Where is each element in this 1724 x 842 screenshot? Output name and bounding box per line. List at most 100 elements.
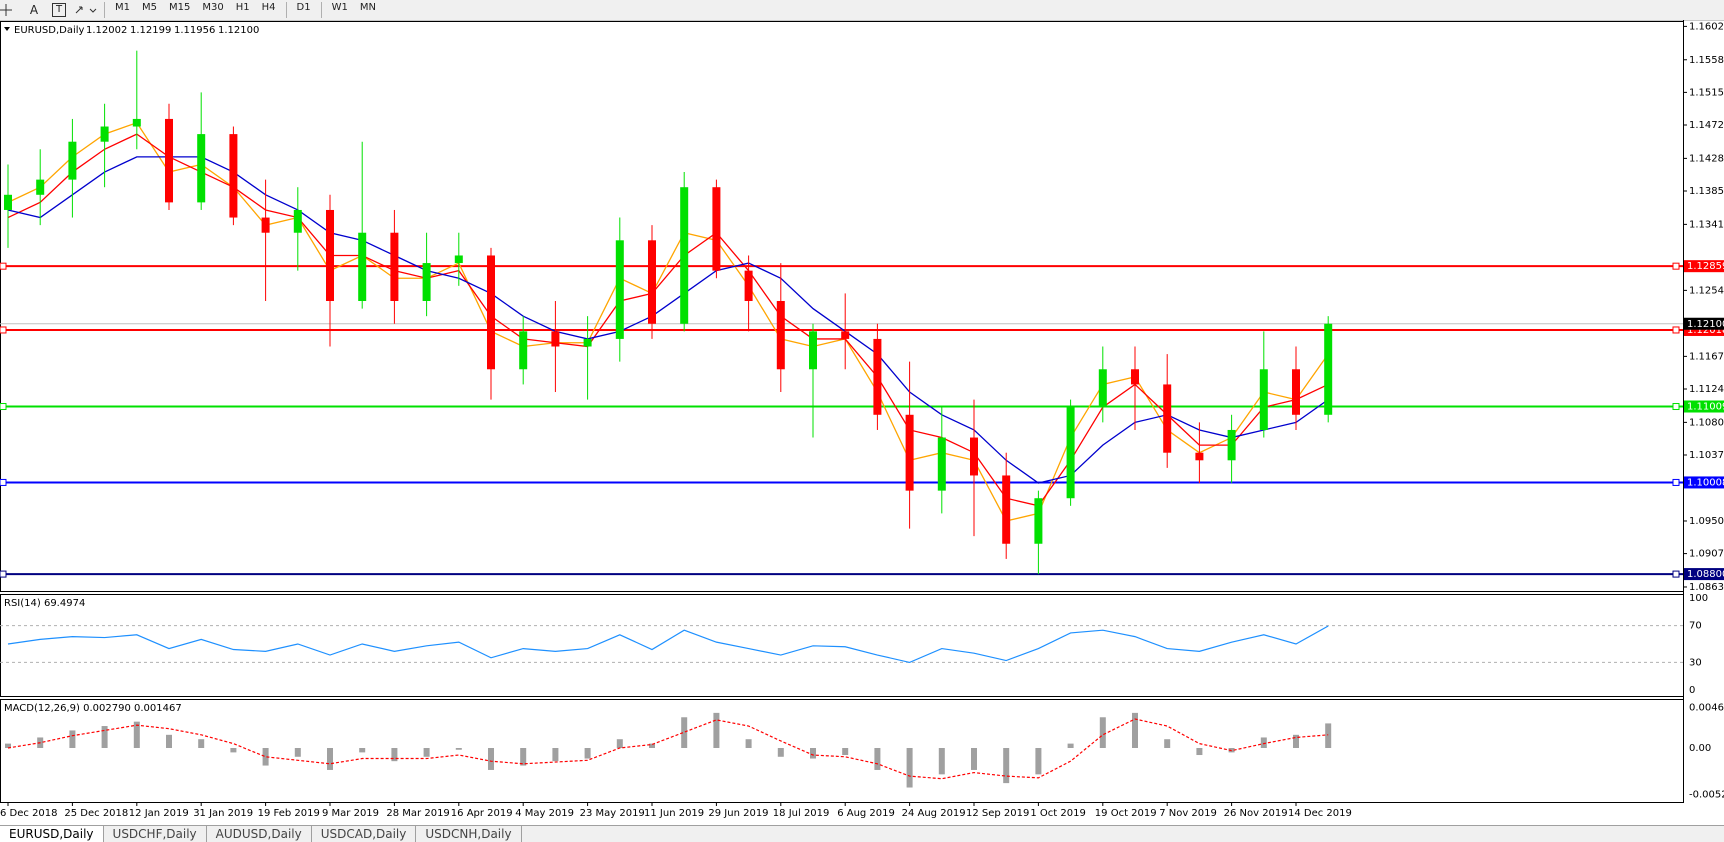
candle-body	[422, 263, 431, 301]
last-price-box	[1684, 317, 1724, 330]
symbol-tab[interactable]: EURUSD,Daily	[0, 826, 104, 842]
candle-body	[776, 300, 785, 370]
macd-bar	[391, 747, 398, 762]
timeframe-button[interactable]: D1	[296, 2, 311, 13]
candle-body	[519, 331, 528, 370]
level-handle	[0, 570, 7, 578]
ohlc-info: 1.12199	[130, 25, 171, 36]
candle-body	[487, 255, 495, 370]
timeframe-button[interactable]: H1	[235, 2, 250, 13]
symbol-tab[interactable]: USDCHF,Daily	[104, 826, 207, 842]
macd-bar	[745, 739, 752, 748]
candle-body	[937, 437, 946, 491]
x-tick-label: 31 Jan 2019	[193, 808, 253, 819]
macd-bar	[1035, 747, 1042, 775]
label-tool[interactable]: T	[52, 3, 66, 17]
cursor-icon[interactable]	[0, 1, 22, 19]
macd-bar	[69, 730, 76, 748]
candle-body	[132, 118, 141, 127]
arrows-menu[interactable]	[72, 1, 100, 19]
panel-title: RSI(14) 69.4974	[4, 598, 85, 609]
candle-body	[809, 331, 817, 370]
level-handle	[0, 403, 7, 411]
last-price-label: 1.12100	[1687, 319, 1724, 330]
x-tick-label: 18 Jul 2019	[773, 808, 830, 819]
y-tick-label: 1.15150	[1689, 87, 1724, 98]
signal-line	[7, 718, 1329, 780]
level-handle	[0, 262, 7, 270]
timeframe-button[interactable]: MN	[359, 2, 376, 13]
macd-bar	[262, 747, 269, 766]
candle-body	[905, 414, 914, 491]
timeframe-button[interactable]: M15	[169, 2, 191, 13]
x-tick-label: 16 Apr 2019	[451, 808, 513, 819]
text-tool[interactable]: A	[29, 3, 39, 17]
macd-bar	[520, 747, 527, 766]
macd-bar	[938, 747, 945, 775]
timeframe-button[interactable]: W1	[331, 2, 348, 13]
macd-bar	[810, 747, 816, 759]
macd-bar	[166, 734, 172, 748]
symbol-tab[interactable]: USDCAD,Daily	[312, 826, 417, 842]
timeframe-button[interactable]: M5	[142, 2, 157, 13]
candle-body	[1034, 498, 1043, 544]
timeframe-button[interactable]: H4	[261, 2, 276, 13]
macd-bar	[1132, 712, 1138, 748]
candle-body	[293, 209, 302, 233]
macd-bar	[1067, 743, 1074, 748]
level-label: 1.12018	[1687, 325, 1724, 336]
macd-bar	[649, 743, 655, 748]
timeframe-button[interactable]: M30	[202, 2, 224, 13]
y-tick-label: 1.16020	[1689, 21, 1724, 32]
y-tick-label: 1.09070	[1689, 549, 1724, 560]
symbol-tab[interactable]: USDCNH,Daily	[416, 826, 522, 842]
macd-bar	[777, 747, 784, 757]
candle-body	[1066, 407, 1075, 499]
y-tick-label: 1.08630	[1689, 582, 1724, 593]
x-tick-label: 12 Sep 2019	[966, 808, 1029, 819]
level-handle	[1672, 570, 1680, 578]
y-tick-label: 1.14720	[1689, 120, 1724, 131]
macd-bar	[1164, 739, 1171, 748]
candle-body	[1163, 384, 1172, 453]
candle-body	[358, 232, 367, 301]
moving-average	[7, 133, 1329, 507]
level-handle	[0, 326, 7, 334]
candle-body	[551, 331, 560, 347]
candle-body	[261, 217, 270, 233]
x-tick-label: 12 Jan 2019	[129, 808, 189, 819]
x-tick-label: 1 Oct 2019	[1030, 808, 1085, 819]
candle-body	[326, 209, 334, 301]
moving-average	[7, 156, 1329, 484]
candle-body	[229, 134, 238, 218]
x-tick-label: 24 Aug 2019	[902, 808, 966, 819]
x-tick-label: 7 Nov 2019	[1159, 808, 1217, 819]
macd-bar	[1260, 737, 1267, 748]
level-label-box	[1684, 260, 1724, 273]
panel-frame	[0, 21, 1684, 592]
y-tick-label: 1.15580	[1689, 55, 1724, 66]
y-tick-label: 100	[1689, 593, 1708, 604]
level-handle	[1672, 326, 1680, 334]
candle-body	[1259, 369, 1268, 430]
x-tick-label: 6 Dec 2018	[0, 808, 58, 819]
x-tick-label: 29 Jun 2019	[708, 808, 768, 819]
macd-bar	[294, 747, 301, 757]
macd-bar	[133, 721, 140, 748]
separator	[285, 2, 287, 18]
timeframe-button[interactable]: M1	[115, 2, 130, 13]
candle-body	[648, 240, 656, 324]
macd-bar	[488, 747, 494, 770]
y-tick-label: 1.14280	[1689, 153, 1724, 164]
macd-bar	[874, 747, 881, 770]
y-tick-label: -0.005299	[1689, 790, 1724, 801]
candle-body	[1195, 452, 1204, 461]
symbol-tab[interactable]: AUDUSD,Daily	[207, 826, 312, 842]
ohlc-info: 1.11956	[174, 25, 215, 36]
panel-frame	[0, 594, 1684, 697]
candle-body	[680, 187, 689, 324]
candle-body	[390, 232, 399, 301]
x-tick-label: 23 May 2019	[580, 808, 645, 819]
macd-bar	[584, 747, 591, 759]
